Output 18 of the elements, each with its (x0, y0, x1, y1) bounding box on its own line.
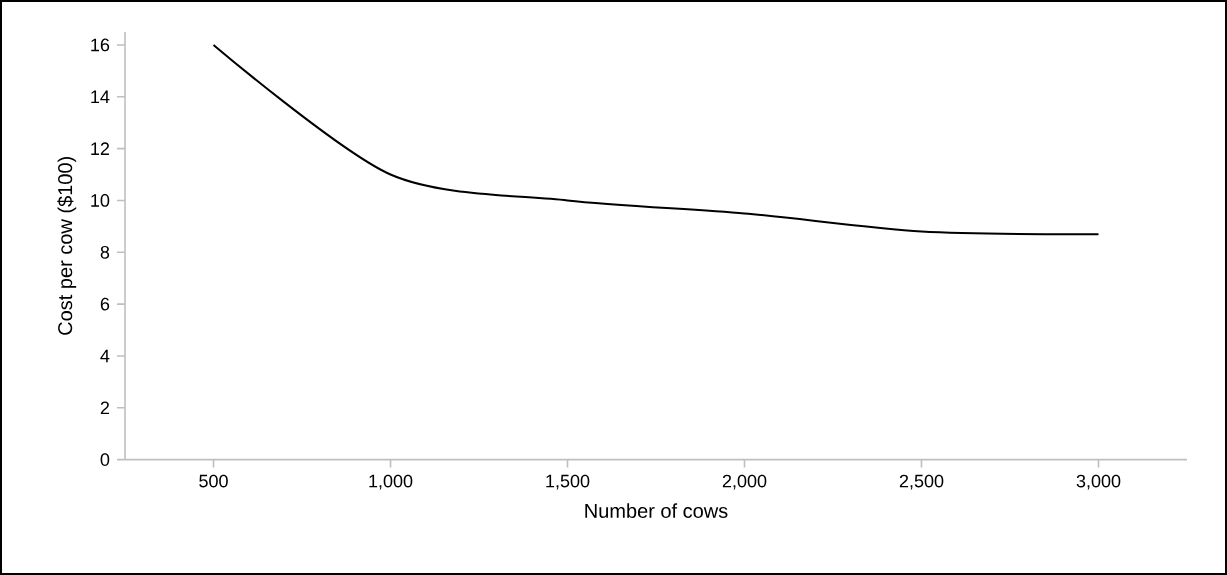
y-tick-label: 8 (100, 245, 110, 259)
x-axis-title: Number of cows (585, 503, 728, 518)
y-tick-label: 12 (91, 142, 110, 155)
y-tick-label: 2 (100, 401, 110, 415)
x-tick-label: 2,000 (722, 474, 767, 490)
y-tick-label: 6 (100, 297, 110, 311)
y-tick-label: 4 (100, 349, 110, 363)
x-tick-label: 3,000 (1076, 474, 1121, 490)
x-tick-label: 500 (199, 474, 228, 488)
y-tick-label: 0 (100, 453, 110, 466)
x-tick-label: 1,000 (369, 474, 413, 490)
y-tick-label: 16 (91, 38, 110, 52)
y-axis-title: Cost per cow ($100) (57, 157, 77, 335)
x-tick-label: 2,500 (899, 474, 944, 490)
y-tick-label: 10 (91, 194, 110, 207)
x-tick-label: 1,500 (546, 474, 590, 490)
y-tick-label: 14 (91, 90, 110, 103)
line-series (212, 43, 1100, 236)
